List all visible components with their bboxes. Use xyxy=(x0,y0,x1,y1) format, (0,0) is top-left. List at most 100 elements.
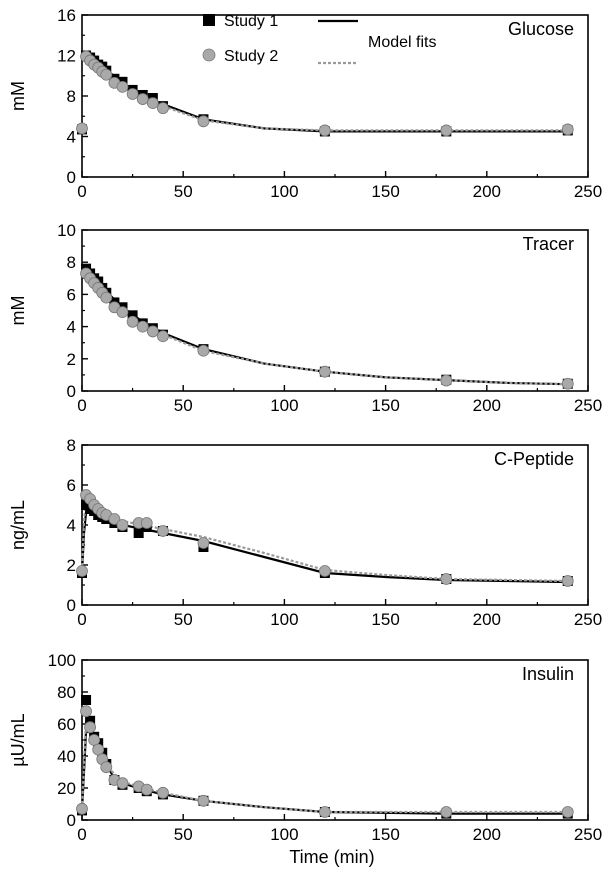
study2-fit-line xyxy=(80,718,568,814)
x-tick-label: 50 xyxy=(174,825,193,844)
x-tick-label: 50 xyxy=(174,182,193,201)
study1-point xyxy=(85,715,96,726)
x-tick-label: 250 xyxy=(574,396,602,415)
x-tick-label: 100 xyxy=(270,182,298,201)
study1-point xyxy=(133,528,144,538)
study2-point xyxy=(140,517,153,529)
study2-point xyxy=(116,777,129,790)
plot-frame xyxy=(81,229,589,392)
study1-point xyxy=(127,310,138,321)
study2-point xyxy=(318,365,331,378)
y-tick-label: 40 xyxy=(57,747,76,766)
y-tick-label: 60 xyxy=(57,715,76,734)
y-tick-label: 0 xyxy=(67,596,76,615)
x-tick-label: 50 xyxy=(174,396,193,415)
y-tick-label: 80 xyxy=(57,683,76,702)
y-axis-label: mM xyxy=(8,296,28,326)
x-tick-label: 0 xyxy=(77,182,86,201)
x-tick-label: 250 xyxy=(574,610,602,629)
study2-point xyxy=(561,377,574,390)
legend-study1-marker xyxy=(203,14,215,26)
study2-point xyxy=(136,93,149,105)
x-tick-label: 100 xyxy=(270,610,298,629)
y-tick-label: 16 xyxy=(57,6,76,25)
study2-point xyxy=(126,315,139,328)
x-tick-label: 200 xyxy=(473,396,501,415)
y-tick-label: 4 xyxy=(67,128,76,147)
y-tick-label: 6 xyxy=(67,285,76,304)
study2-point xyxy=(561,575,574,587)
study2-point xyxy=(76,802,88,815)
study2-point xyxy=(197,794,210,807)
study1-point xyxy=(81,695,92,705)
study2-point xyxy=(561,123,574,136)
x-tick-label: 50 xyxy=(174,610,193,629)
study2-point xyxy=(157,102,169,115)
study2-point xyxy=(76,565,88,577)
y-tick-label: 4 xyxy=(67,318,76,337)
y-tick-label: 8 xyxy=(67,253,76,272)
x-tick-label: 200 xyxy=(473,182,501,201)
y-tick-label: 12 xyxy=(57,47,76,66)
study2-point xyxy=(440,573,453,585)
study2-point xyxy=(84,721,96,734)
panel-c-peptide: 0 50 100 150 200 250 0 2 4 6 8 ng/mL C-Peptide xyxy=(8,436,602,629)
study2-point xyxy=(100,291,113,304)
study2-point xyxy=(318,565,331,577)
panel-insulin: 0 50 100 150 200 250 0 20 40 60 80 100 µU/mL Insulin T… xyxy=(8,651,602,867)
legend-study1-label: Study 1 xyxy=(224,13,278,30)
x-tick-label: 0 xyxy=(77,825,86,844)
y-tick-label: 2 xyxy=(67,556,76,575)
study2-point xyxy=(318,124,331,137)
x-tick-label: 200 xyxy=(473,610,501,629)
study2-point xyxy=(561,806,574,818)
plot-frame xyxy=(81,659,589,821)
study2-point xyxy=(157,330,169,343)
panel-title: Insulin xyxy=(522,664,574,684)
plot-frame xyxy=(81,14,589,178)
y-tick-label: 10 xyxy=(57,221,76,240)
study2-fit-line xyxy=(83,54,568,132)
study2-point xyxy=(76,122,88,135)
y-tick-label: 100 xyxy=(48,651,76,670)
legend-study2-marker xyxy=(202,48,216,62)
x-tick-label: 250 xyxy=(574,825,602,844)
study2-point xyxy=(140,783,153,796)
study2-point xyxy=(136,320,149,333)
x-tick-label: 100 xyxy=(270,825,298,844)
study2-point xyxy=(116,519,129,531)
legend-study2-label: Study 2 xyxy=(224,48,278,65)
study2-point xyxy=(440,374,453,387)
study2-point xyxy=(80,705,92,718)
study2-point xyxy=(108,513,121,525)
x-tick-label: 0 xyxy=(77,610,86,629)
x-tick-label: 150 xyxy=(371,825,399,844)
x-tick-label: 100 xyxy=(270,396,298,415)
y-tick-label: 4 xyxy=(67,516,76,535)
study2-point xyxy=(146,325,159,338)
study1-fit-line xyxy=(80,730,568,815)
panel-glucose: 0 50 100 150 200 250 0 4 8 12 16 mM Glucose xyxy=(8,6,602,201)
legend: Study 1 Study 2 Model fits xyxy=(202,13,436,65)
study2-point xyxy=(116,80,129,93)
study2-point xyxy=(318,806,331,818)
x-tick-label: 150 xyxy=(371,182,399,201)
study2-point xyxy=(440,806,453,818)
panel-title: Tracer xyxy=(523,234,574,254)
x-tick-label: 150 xyxy=(371,396,399,415)
y-tick-label: 0 xyxy=(67,168,76,187)
x-tick-label: 200 xyxy=(473,825,501,844)
y-tick-label: 8 xyxy=(67,87,76,106)
x-axis-label: Time (min) xyxy=(289,847,374,867)
x-tick-label: 250 xyxy=(574,182,602,201)
y-tick-label: 2 xyxy=(67,350,76,369)
x-tick-label: 150 xyxy=(371,610,399,629)
y-tick-label: 8 xyxy=(67,436,76,455)
study2-point xyxy=(197,537,210,549)
study1-fit-line xyxy=(83,52,568,133)
y-axis-label: ng/mL xyxy=(8,500,28,550)
panel-title: Glucose xyxy=(508,19,574,39)
y-tick-label: 20 xyxy=(57,779,76,798)
study2-point xyxy=(146,97,159,109)
